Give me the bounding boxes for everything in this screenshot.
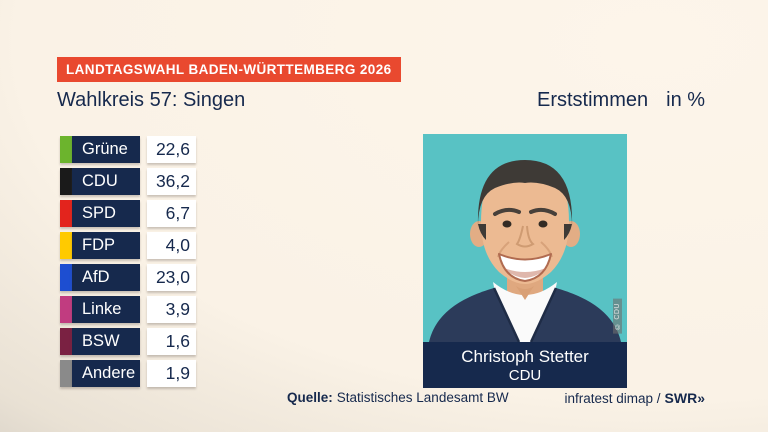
table-row: Andere 1,9 xyxy=(60,360,196,387)
party-name: Grüne xyxy=(72,136,140,163)
party-name: Linke xyxy=(72,296,140,323)
agency-text: infratest dimap / xyxy=(564,391,661,406)
table-row: AfD 23,0 xyxy=(60,264,196,291)
table-row: SPD 6,7 xyxy=(60,200,196,227)
candidate-photo: © CDU xyxy=(423,134,627,342)
table-row: Linke 3,9 xyxy=(60,296,196,323)
source-line: Quelle: Statistisches Landesamt BW xyxy=(287,390,509,405)
party-name: FDP xyxy=(72,232,140,259)
party-color-stripe xyxy=(60,168,72,195)
results-table: Grüne 22,6 CDU 36,2 SPD 6,7 FDP 4,0 AfD … xyxy=(60,136,196,392)
election-banner: LANDTAGSWAHL BADEN-WÜRTTEMBERG 2026 xyxy=(57,57,401,82)
table-row: Grüne 22,6 xyxy=(60,136,196,163)
metric-label: Erststimmen in % xyxy=(537,89,705,112)
page-title: Wahlkreis 57: Singen xyxy=(57,89,246,111)
candidate-caption: Christoph Stetter CDU xyxy=(423,342,627,388)
party-value: 1,6 xyxy=(147,328,196,355)
party-color-stripe xyxy=(60,328,72,355)
party-color-stripe xyxy=(60,296,72,323)
metric-unit: in % xyxy=(666,89,706,111)
party-value: 36,2 xyxy=(147,168,196,195)
candidate-party: CDU xyxy=(508,367,542,384)
photo-credit: © CDU xyxy=(613,299,622,334)
metric-name: Erststimmen xyxy=(537,89,649,111)
party-color-stripe xyxy=(60,264,72,291)
party-value: 3,9 xyxy=(147,296,196,323)
party-name: CDU xyxy=(72,168,140,195)
party-name: AfD xyxy=(72,264,140,291)
table-row: CDU 36,2 xyxy=(60,168,196,195)
party-color-stripe xyxy=(60,136,72,163)
swr-logo: SWR» xyxy=(664,390,705,406)
party-value: 23,0 xyxy=(147,264,196,291)
agency-line: infratest dimap / SWR» xyxy=(565,390,706,406)
party-value: 1,9 xyxy=(147,360,196,387)
party-color-stripe xyxy=(60,360,72,387)
party-name: SPD xyxy=(72,200,140,227)
party-name: Andere xyxy=(72,360,140,387)
party-name: BSW xyxy=(72,328,140,355)
candidate-card: © CDU Christoph Stetter CDU xyxy=(423,134,627,388)
party-value: 22,6 xyxy=(147,136,196,163)
table-row: FDP 4,0 xyxy=(60,232,196,259)
party-value: 4,0 xyxy=(147,232,196,259)
party-color-stripe xyxy=(60,232,72,259)
party-value: 6,7 xyxy=(147,200,196,227)
party-color-stripe xyxy=(60,200,72,227)
source-label: Quelle: xyxy=(287,390,333,405)
source-text: Statistisches Landesamt BW xyxy=(336,390,509,405)
candidate-name: Christoph Stetter xyxy=(461,347,589,366)
candidate-portrait-illustration xyxy=(423,134,627,342)
table-row: BSW 1,6 xyxy=(60,328,196,355)
